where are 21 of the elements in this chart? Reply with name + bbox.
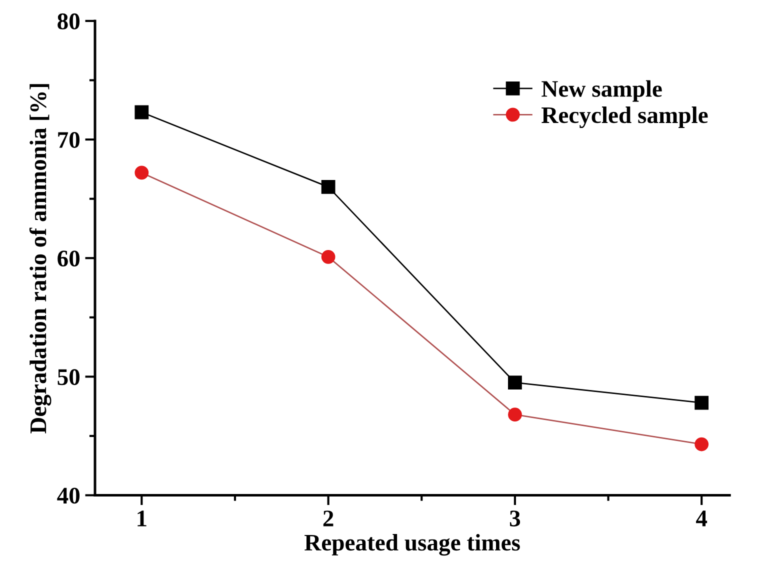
legend-label: Recycled sample xyxy=(542,106,708,128)
point xyxy=(134,166,149,180)
x-tick-label: 4 xyxy=(696,510,708,526)
y-tick-label: 40 xyxy=(57,488,80,504)
y-tick-label: 70 xyxy=(58,132,80,148)
y-axis-title: Degradation ratio of ammonia [%] xyxy=(29,84,52,434)
y-tick-label: 50 xyxy=(58,369,80,386)
point xyxy=(508,408,522,422)
point xyxy=(694,437,709,452)
x-tick-label: 2 xyxy=(323,510,334,526)
point xyxy=(134,105,149,120)
x-tick-label: 3 xyxy=(510,510,520,526)
x-axis-title: Repeated usage times xyxy=(304,534,520,556)
point xyxy=(508,376,522,390)
y-tick-label: 60 xyxy=(58,250,80,267)
legend-label: New sample xyxy=(542,80,662,102)
x-tick-label: 1 xyxy=(138,510,146,526)
point xyxy=(694,396,709,410)
point xyxy=(321,180,336,194)
point xyxy=(321,250,336,264)
y-tick-label: 80 xyxy=(58,13,80,30)
